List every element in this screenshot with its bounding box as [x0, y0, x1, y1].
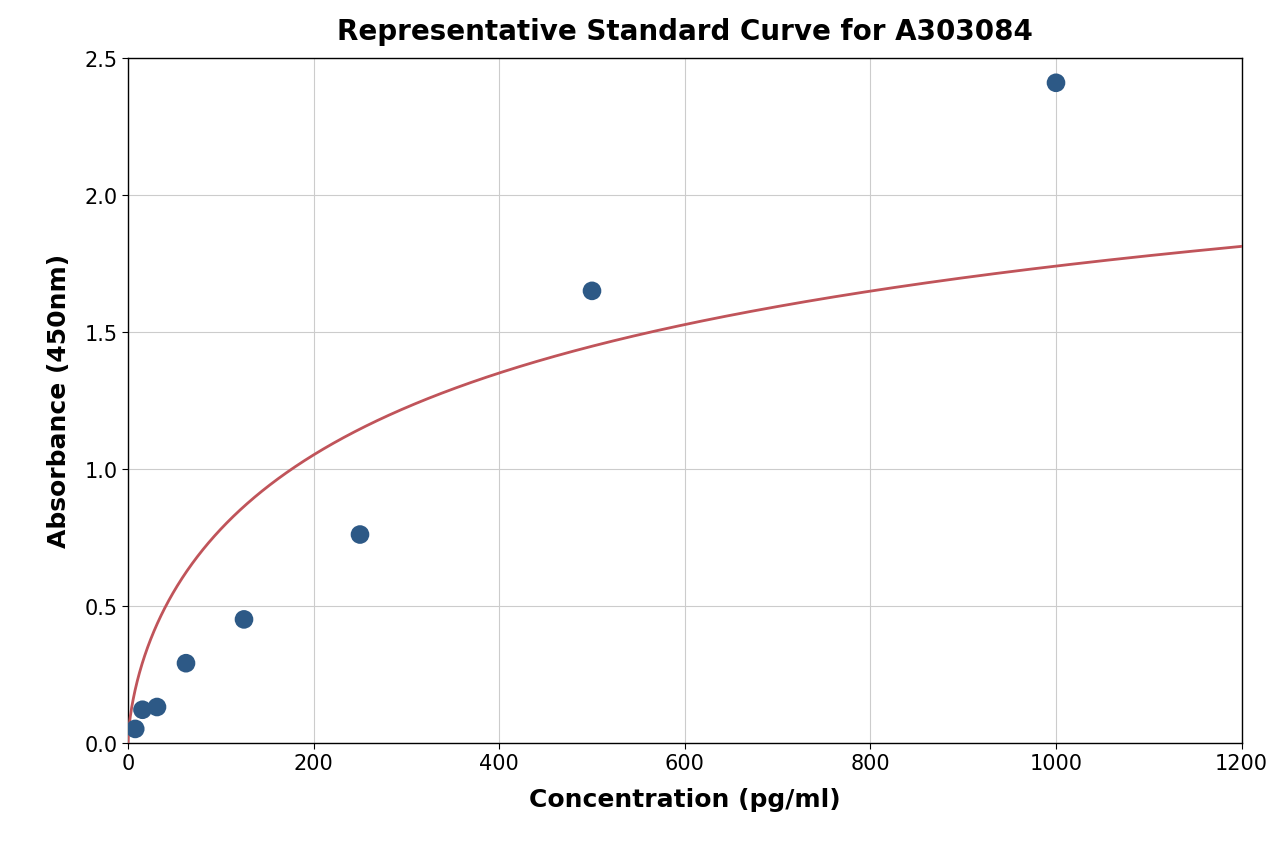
X-axis label: Concentration (pg/ml): Concentration (pg/ml)	[529, 787, 841, 811]
Point	[132, 703, 152, 717]
Point	[175, 657, 196, 670]
Point	[234, 613, 255, 626]
Point	[125, 722, 146, 736]
Point	[349, 528, 370, 542]
Point	[581, 284, 603, 298]
Y-axis label: Absorbance (450nm): Absorbance (450nm)	[46, 254, 70, 548]
Point	[1046, 77, 1066, 90]
Point	[147, 701, 168, 714]
Title: Representative Standard Curve for A303084: Representative Standard Curve for A30308…	[337, 18, 1033, 46]
